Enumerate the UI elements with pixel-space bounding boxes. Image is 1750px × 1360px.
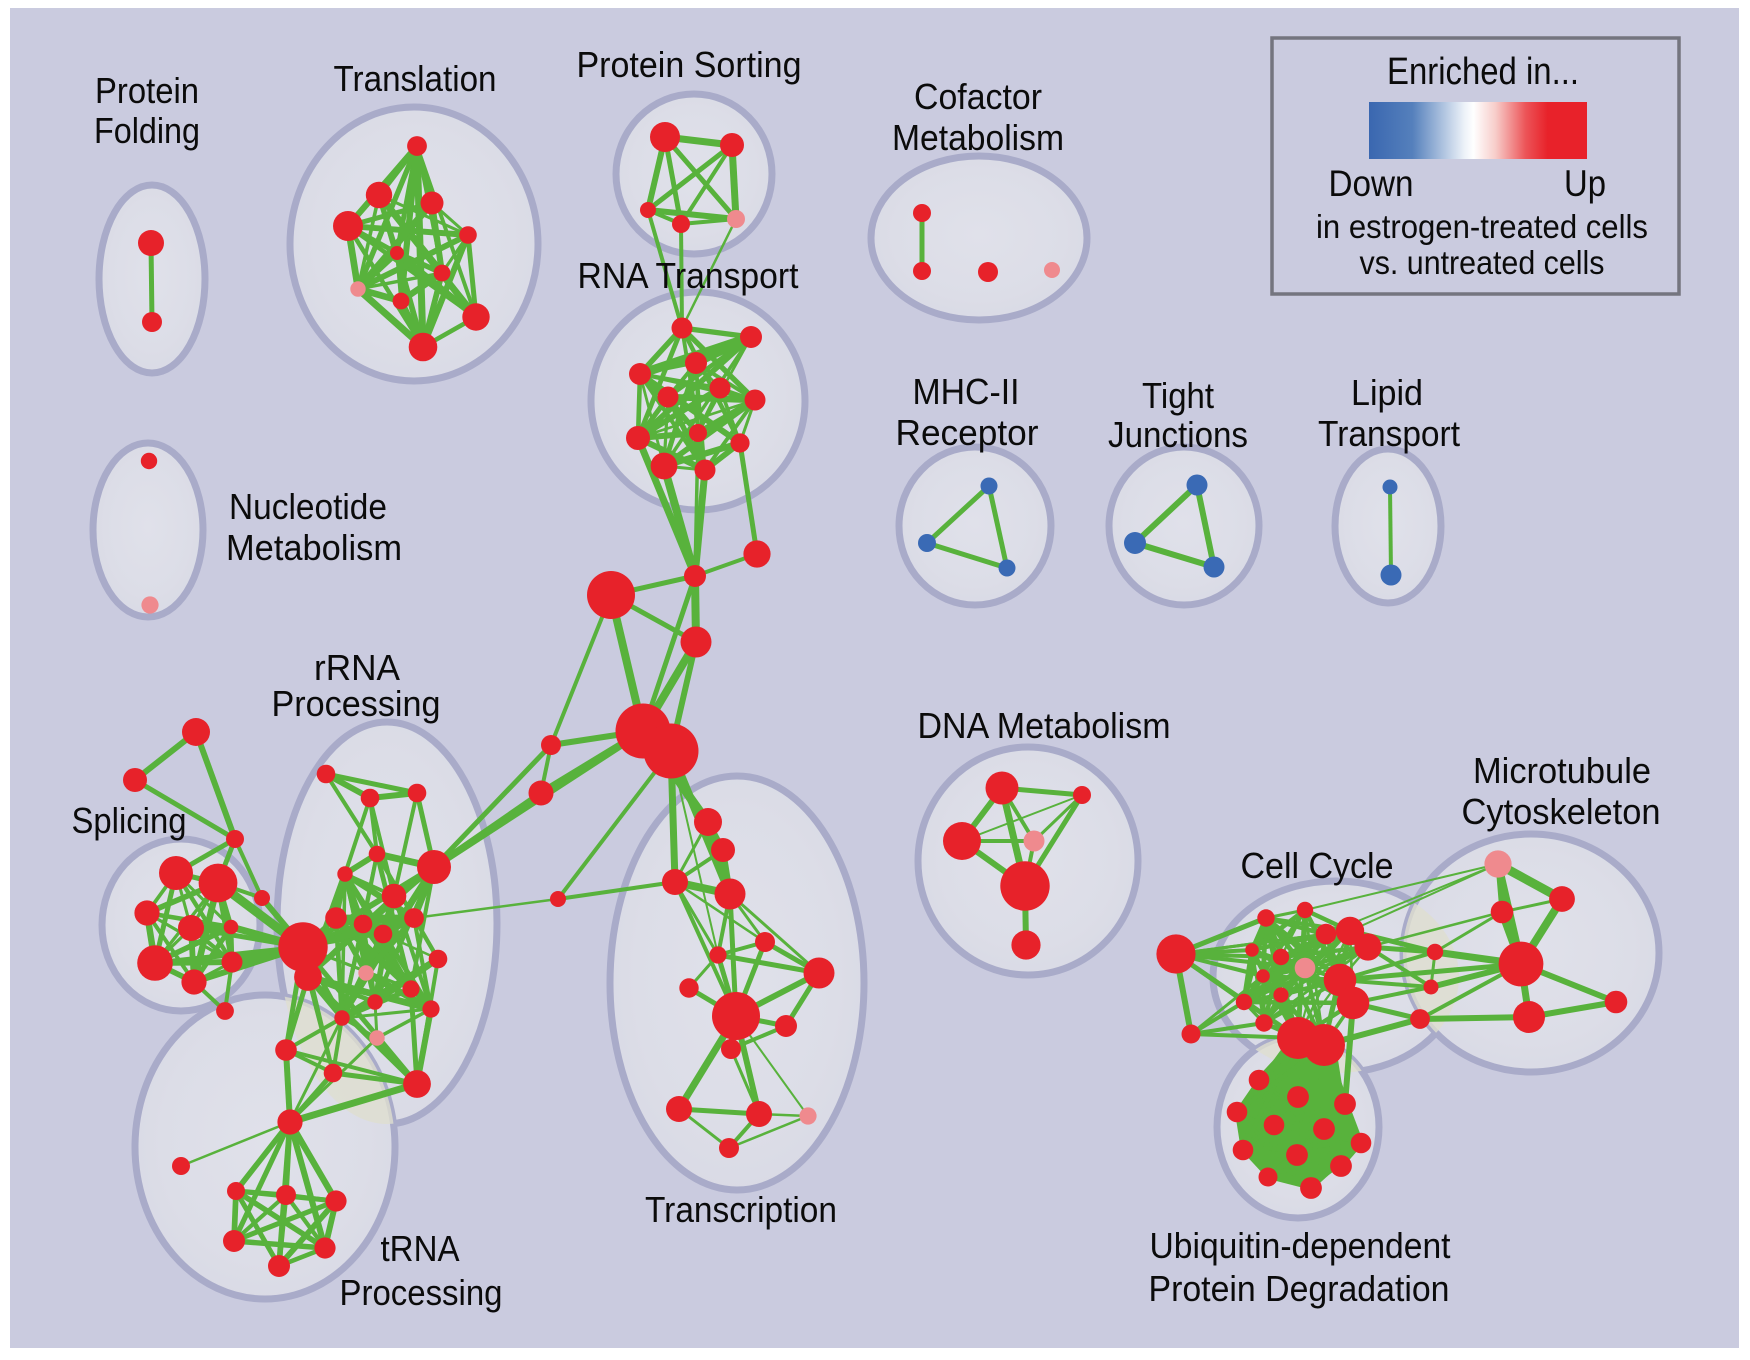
svg-text:Protein Sorting: Protein Sorting xyxy=(577,44,802,85)
svg-text:MHC-II: MHC-II xyxy=(913,371,1020,412)
svg-text:RNA Transport: RNA Transport xyxy=(578,255,799,296)
svg-text:Processing: Processing xyxy=(272,683,441,724)
svg-text:Enriched in...: Enriched in... xyxy=(1387,51,1579,93)
svg-text:Receptor: Receptor xyxy=(896,412,1039,453)
svg-text:Down: Down xyxy=(1329,163,1414,204)
svg-text:Tight: Tight xyxy=(1142,375,1214,416)
svg-text:Processing: Processing xyxy=(340,1272,503,1313)
svg-text:in estrogen-treated cells: in estrogen-treated cells xyxy=(1316,208,1648,245)
svg-text:rRNA: rRNA xyxy=(314,647,400,688)
svg-text:Up: Up xyxy=(1564,163,1606,204)
svg-text:Metabolism: Metabolism xyxy=(226,527,402,568)
svg-text:Cytoskeleton: Cytoskeleton xyxy=(1462,791,1661,832)
svg-text:vs. untreated cells: vs. untreated cells xyxy=(1360,244,1605,281)
svg-text:Ubiquitin-dependent: Ubiquitin-dependent xyxy=(1150,1225,1451,1266)
svg-text:Microtubule: Microtubule xyxy=(1473,750,1651,791)
svg-text:Protein: Protein xyxy=(95,70,199,111)
svg-text:Cell Cycle: Cell Cycle xyxy=(1241,845,1394,886)
svg-text:tRNA: tRNA xyxy=(381,1228,460,1269)
svg-text:Nucleotide: Nucleotide xyxy=(229,486,387,527)
svg-text:Metabolism: Metabolism xyxy=(892,117,1064,158)
svg-text:Junctions: Junctions xyxy=(1108,414,1248,455)
svg-text:Protein Degradation: Protein Degradation xyxy=(1149,1268,1450,1309)
svg-text:Folding: Folding xyxy=(94,110,200,151)
svg-text:Splicing: Splicing xyxy=(72,800,187,841)
svg-text:Lipid: Lipid xyxy=(1351,372,1423,413)
svg-text:DNA Metabolism: DNA Metabolism xyxy=(918,705,1171,746)
svg-text:Transcription: Transcription xyxy=(645,1189,837,1230)
svg-text:Transport: Transport xyxy=(1318,413,1460,454)
svg-text:Translation: Translation xyxy=(334,58,497,99)
svg-text:Cofactor: Cofactor xyxy=(914,76,1042,117)
